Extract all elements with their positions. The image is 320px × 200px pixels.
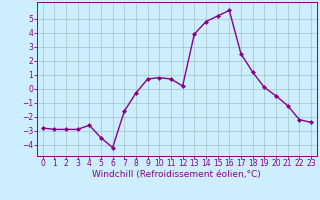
X-axis label: Windchill (Refroidissement éolien,°C): Windchill (Refroidissement éolien,°C) (92, 170, 261, 179)
